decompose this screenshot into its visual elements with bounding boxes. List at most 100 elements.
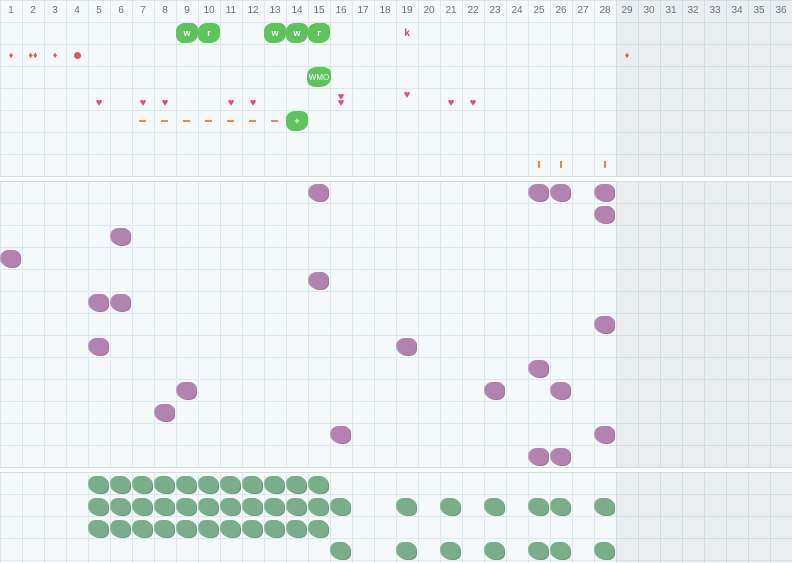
green-mark[interactable] — [551, 498, 570, 515]
heart-icon[interactable]: ♥ — [337, 91, 345, 103]
green-mark[interactable] — [199, 498, 218, 515]
dash-mark[interactable] — [205, 120, 212, 122]
green-mark[interactable] — [595, 498, 614, 515]
green-mark[interactable] — [287, 476, 306, 493]
flow-drop-icon[interactable]: ♦ — [616, 48, 638, 62]
green-mark[interactable] — [309, 498, 328, 515]
green-mark[interactable] — [221, 520, 240, 537]
green-mark[interactable] — [265, 520, 284, 537]
purple-mark[interactable] — [485, 382, 504, 399]
purple-mark[interactable] — [595, 184, 614, 201]
dash-mark[interactable] — [183, 120, 190, 122]
purple-mark[interactable] — [89, 294, 108, 311]
green-mark[interactable] — [397, 498, 416, 515]
dash-mark[interactable] — [271, 120, 278, 122]
symptom-badge[interactable]: w — [265, 24, 285, 42]
flow-drop-icon[interactable]: ♦ — [44, 48, 66, 62]
heart-icon[interactable]: ♥ — [469, 97, 477, 109]
symptom-badge[interactable]: r — [309, 24, 329, 42]
purple-mark[interactable] — [529, 448, 548, 465]
green-mark[interactable] — [133, 498, 152, 515]
purple-mark[interactable] — [111, 228, 130, 245]
purple-mark[interactable] — [551, 448, 570, 465]
green-mark[interactable] — [199, 520, 218, 537]
green-mark[interactable] — [309, 476, 328, 493]
green-mark[interactable] — [287, 498, 306, 515]
green-mark[interactable] — [595, 542, 614, 559]
purple-mark[interactable] — [331, 426, 350, 443]
green-mark[interactable] — [155, 476, 174, 493]
green-mark[interactable] — [265, 476, 284, 493]
symptom-badge[interactable]: w — [287, 24, 307, 42]
purple-mark[interactable] — [111, 294, 130, 311]
flow-dot-icon[interactable] — [66, 48, 88, 62]
green-mark[interactable] — [485, 542, 504, 559]
green-mark[interactable] — [221, 476, 240, 493]
purple-mark[interactable] — [529, 184, 548, 201]
flow-drop-icon[interactable]: ♦ — [0, 48, 22, 62]
purple-mark[interactable] — [309, 272, 328, 289]
purple-mark[interactable] — [177, 382, 196, 399]
tick-mark[interactable] — [538, 161, 540, 168]
green-mark[interactable] — [529, 498, 548, 515]
green-mark[interactable] — [89, 476, 108, 493]
green-mark[interactable] — [441, 498, 460, 515]
green-mark[interactable] — [309, 520, 328, 537]
symptom-badge[interactable]: w — [177, 24, 197, 42]
dash-mark[interactable] — [139, 120, 146, 122]
k-mark[interactable]: k — [404, 27, 410, 39]
green-mark[interactable] — [155, 520, 174, 537]
purple-mark[interactable] — [551, 184, 570, 201]
green-mark[interactable] — [177, 476, 196, 493]
purple-mark[interactable] — [309, 184, 328, 201]
heart-icon[interactable]: ♥ — [447, 97, 455, 109]
green-mark[interactable] — [243, 520, 262, 537]
green-mark[interactable] — [177, 520, 196, 537]
dash-mark[interactable] — [161, 120, 168, 122]
dash-mark[interactable] — [227, 120, 234, 122]
heart-icon[interactable]: ♥ — [403, 89, 411, 101]
green-mark[interactable] — [551, 542, 570, 559]
green-mark[interactable] — [441, 542, 460, 559]
green-mark[interactable] — [243, 498, 262, 515]
heart-icon[interactable]: ♥ — [139, 97, 147, 109]
symptom-badge[interactable]: r — [199, 24, 219, 42]
purple-mark[interactable] — [397, 338, 416, 355]
green-mark[interactable] — [221, 498, 240, 515]
green-mark[interactable] — [177, 498, 196, 515]
purple-mark[interactable] — [551, 382, 570, 399]
purple-mark[interactable] — [155, 404, 174, 421]
green-mark[interactable] — [133, 476, 152, 493]
green-mark[interactable] — [89, 520, 108, 537]
flow-drop-icon[interactable]: ♦♦ — [22, 48, 44, 62]
tick-mark[interactable] — [560, 161, 562, 168]
green-mark[interactable] — [199, 476, 218, 493]
purple-mark[interactable] — [1, 250, 20, 267]
heart-icon[interactable]: ♥ — [227, 97, 235, 109]
tick-mark[interactable] — [604, 161, 606, 168]
green-mark[interactable] — [287, 520, 306, 537]
green-mark[interactable] — [485, 498, 504, 515]
green-mark[interactable] — [243, 476, 262, 493]
green-mark[interactable] — [111, 498, 130, 515]
purple-mark[interactable] — [595, 206, 614, 223]
green-mark[interactable] — [331, 542, 350, 559]
green-mark[interactable] — [397, 542, 416, 559]
heart-icon[interactable]: ♥ — [161, 97, 169, 109]
green-mark[interactable] — [133, 520, 152, 537]
purple-mark[interactable] — [595, 426, 614, 443]
green-mark[interactable] — [331, 498, 350, 515]
green-mark[interactable] — [89, 498, 108, 515]
heart-icon[interactable]: ♥ — [337, 97, 345, 109]
green-mark[interactable] — [111, 520, 130, 537]
symptom-badge[interactable]: WMO — [308, 68, 330, 86]
symptom-badge[interactable]: + — [287, 112, 307, 130]
purple-mark[interactable] — [89, 338, 108, 355]
purple-mark[interactable] — [595, 316, 614, 333]
green-mark[interactable] — [111, 476, 130, 493]
purple-mark[interactable] — [529, 360, 548, 377]
green-mark[interactable] — [529, 542, 548, 559]
green-mark[interactable] — [155, 498, 174, 515]
heart-icon[interactable]: ♥ — [249, 97, 257, 109]
dash-mark[interactable] — [249, 120, 256, 122]
